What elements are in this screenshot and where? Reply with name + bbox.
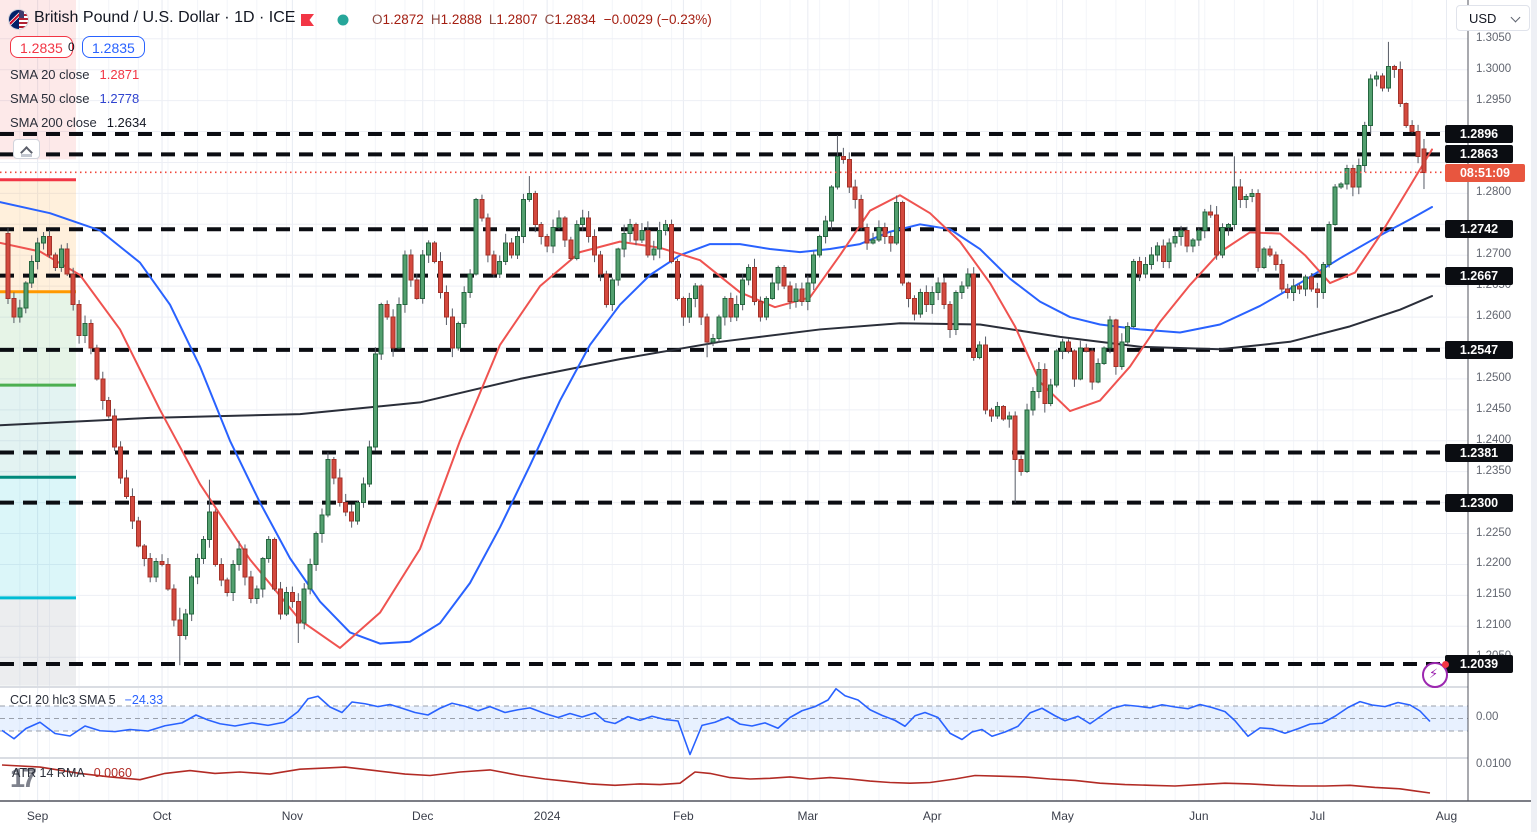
scrollbar[interactable] (1531, 0, 1537, 832)
atr-legend[interactable]: ATR 14 RMA 0.0060 (12, 766, 132, 780)
symbol-title[interactable]: British Pound / U.S. Dollar · 1D · ICE (34, 9, 296, 26)
time-axis-label: Feb (673, 809, 694, 823)
buy-price-button[interactable]: 1.2835 (82, 36, 145, 58)
price-level-label[interactable]: 1.2667 (1445, 266, 1513, 285)
time-axis-label: Jun (1189, 809, 1209, 823)
price-tick-label: 1.2500 (1476, 371, 1512, 384)
notification-dot (1442, 661, 1449, 668)
legend-sma200-name: SMA 200 close (10, 115, 97, 130)
cci-value: −24.33 (124, 693, 164, 707)
price-tick-label: 1.2250 (1476, 526, 1512, 539)
cci-label: CCI 20 hlc3 SMA 5 (10, 693, 116, 707)
time-axis-label: Aug (1435, 809, 1458, 823)
price-tick-label: 1.3000 (1476, 62, 1512, 75)
legend-sma200[interactable]: SMA 200 close 1.2634 (10, 115, 146, 130)
price-tick-label: 1.2200 (1476, 557, 1512, 570)
alert-lightning-icon[interactable]: ⚡ (1422, 661, 1449, 688)
price-level-label[interactable]: 1.2742 (1445, 220, 1513, 239)
market-status-icon[interactable] (336, 13, 350, 27)
price-level-label[interactable]: 1.2381 (1445, 443, 1513, 462)
price-level-label[interactable]: 1.2896 (1445, 125, 1513, 143)
time-axis-label: Nov (281, 809, 304, 823)
atr-value: 0.0060 (93, 766, 132, 780)
price-tick-label: 1.3050 (1476, 31, 1512, 44)
close-label: C (544, 12, 555, 27)
price-tick-label: 1.2100 (1476, 619, 1512, 632)
symbol-flag-icon (8, 9, 29, 30)
currency-label: USD (1469, 11, 1497, 26)
time-axis-label: 2024 (533, 809, 561, 823)
legend-sma20[interactable]: SMA 20 close 1.2871 (10, 67, 139, 82)
price-tick-label: 1.2800 (1476, 186, 1512, 199)
tradingview-logo-icon[interactable]: 17 (10, 763, 37, 793)
price-level-label[interactable]: 1.2039 (1445, 655, 1513, 673)
price-tick-label: 1.2400 (1476, 433, 1512, 446)
price-level-label[interactable]: 1.2300 (1445, 493, 1513, 512)
cci-legend[interactable]: CCI 20 hlc3 SMA 5 −24.33 (10, 693, 163, 707)
spread-value: 0 (68, 40, 75, 54)
time-axis-label: Sep (26, 809, 49, 823)
time-axis-label: Apr (922, 809, 942, 823)
legend-sma20-name: SMA 20 close (10, 67, 90, 82)
bookmark-flag-icon[interactable] (300, 13, 315, 28)
low-label: L (488, 12, 497, 27)
sell-price-button[interactable]: 1.2835 (10, 36, 73, 58)
legend-sma20-value: 1.2871 (99, 67, 140, 82)
legend-sma50[interactable]: SMA 50 close 1.2778 (10, 91, 139, 106)
time-axis-label: Dec (412, 809, 434, 823)
ohlc-readout: O1.2872 H1.2888 L1.2807 C1.2834 −0.0029 (−0.… (372, 12, 712, 27)
price-tick-label: 1.2350 (1476, 464, 1512, 477)
collapse-pane-button[interactable] (13, 139, 40, 159)
chevron-bar-icon (21, 154, 32, 157)
legend-sma50-name: SMA 50 close (10, 91, 90, 106)
currency-dropdown[interactable]: USD (1456, 5, 1530, 31)
open-value: 1.2872 (382, 12, 424, 27)
high-value: 1.2888 (440, 12, 482, 27)
cci-zero-tick: 0.00 (1476, 711, 1499, 723)
atr-label: ATR 14 RMA (12, 766, 85, 780)
lightning-bolt-icon: ⚡ (1429, 666, 1439, 681)
high-label: H (430, 12, 441, 27)
price-tick-label: 1.2600 (1476, 310, 1512, 323)
price-tick-label: 1.2150 (1476, 588, 1512, 601)
time-axis-label: Jul (1309, 809, 1325, 823)
time-axis-label: Mar (797, 809, 819, 823)
price-level-label[interactable]: 1.2547 (1445, 340, 1513, 359)
price-tick-label: 1.2450 (1476, 402, 1512, 415)
price-level-label[interactable]: 1.2863 (1445, 145, 1513, 164)
price-tick-label: 1.2950 (1476, 93, 1512, 106)
open-label: O (372, 12, 383, 27)
price-tick-label: 1.2700 (1476, 248, 1512, 261)
low-value: 1.2807 (496, 12, 538, 27)
legend-sma50-value: 1.2778 (99, 91, 140, 106)
time-axis-label: May (1051, 809, 1074, 823)
bar-countdown-label: 08:51:09 (1445, 164, 1525, 183)
atr-tick: 0.0100 (1476, 758, 1512, 770)
chevron-down-icon (1510, 12, 1521, 23)
change-value: −0.0029 (−0.23%) (603, 12, 712, 27)
close-value: 1.2834 (554, 12, 596, 27)
legend-sma200-value: 1.2634 (106, 115, 147, 130)
time-axis-label: Oct (152, 809, 172, 823)
chevron-up-icon (20, 146, 33, 159)
